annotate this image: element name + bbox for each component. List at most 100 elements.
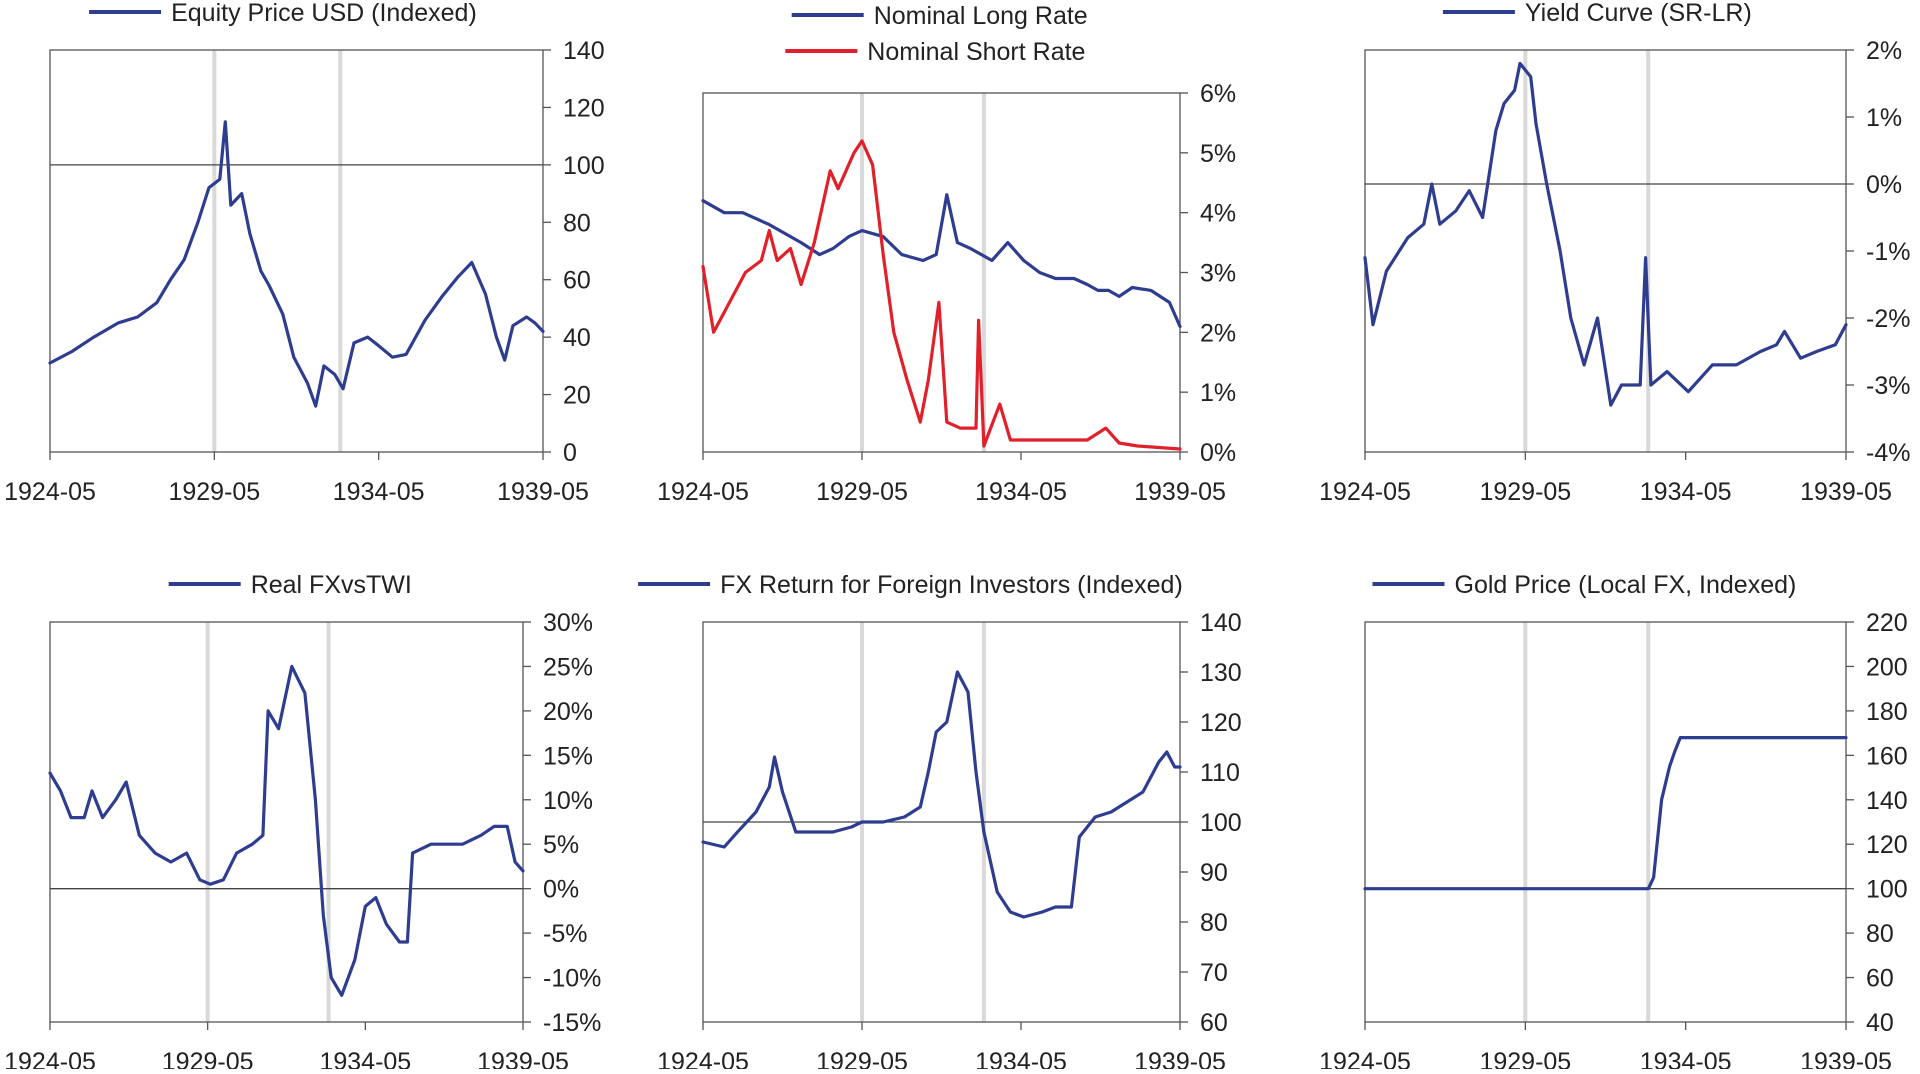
- x-tick-label: 1939-05: [477, 1048, 569, 1069]
- series-line-1: [48, 120, 545, 408]
- y-tick-label: 110: [1200, 759, 1240, 787]
- y-tick-label: 60: [563, 267, 591, 295]
- y-tick-label: 160: [1866, 742, 1908, 770]
- y-tick-label: 70: [1200, 959, 1228, 987]
- y-tick-label: 180: [1866, 698, 1908, 726]
- x-tick-label: 1934-05: [1640, 478, 1732, 506]
- y-tick-label: -2%: [1866, 305, 1910, 333]
- y-tick-label: 6%: [1200, 80, 1236, 108]
- y-tick-label: -3%: [1866, 372, 1910, 400]
- x-tick-label: 1929-05: [162, 1048, 254, 1069]
- y-tick-label: 200: [1866, 653, 1908, 681]
- plot-frame: [1364, 621, 1847, 1023]
- legend-label: Nominal Short Rate: [867, 38, 1085, 66]
- x-tick-label: 1924-05: [657, 478, 749, 506]
- legend-label: Real FXvsTWI: [251, 571, 412, 599]
- chart-panel-fx: -15% -10% -5% 0% 5% 10% 15% 20% 25% 30% 1924-05 192…: [4, 571, 601, 1074]
- x-tick-label: 1934-05: [1640, 1048, 1732, 1069]
- x-tick-label: 1934-05: [975, 478, 1067, 506]
- y-tick-label: 10%: [543, 787, 593, 815]
- y-tick-label: 20: [563, 382, 591, 410]
- x-tick-label: 1924-05: [4, 1048, 96, 1069]
- series-line-1: [1363, 736, 1848, 891]
- y-tick-label: 25%: [543, 653, 593, 681]
- series-line-1: [48, 664, 525, 997]
- y-tick-label: 3%: [1200, 260, 1236, 288]
- x-tick-label: 1929-05: [1479, 478, 1571, 506]
- y-tick-label: 140: [563, 37, 605, 65]
- y-tick-label: 40: [1866, 1009, 1894, 1037]
- y-tick-label: -5%: [543, 920, 587, 948]
- plot-frame: [1364, 49, 1847, 453]
- y-tick-label: -15%: [543, 1009, 601, 1037]
- y-tick-label: 20%: [543, 698, 593, 726]
- legend-label: Equity Price USD (Indexed): [171, 0, 477, 27]
- y-tick-label: 80: [1866, 920, 1894, 948]
- series-line-1: [701, 193, 1182, 328]
- x-tick-label: 1934-05: [975, 1048, 1067, 1069]
- y-tick-label: 1%: [1200, 379, 1236, 407]
- y-tick-label: 140: [1866, 787, 1908, 815]
- plot-frame: [49, 49, 544, 453]
- x-tick-label: 1929-05: [816, 1048, 908, 1069]
- y-tick-label: 40: [563, 324, 591, 352]
- y-tick-label: -10%: [543, 965, 601, 993]
- y-tick-label: 120: [1866, 831, 1908, 859]
- chart-panel-gold: 40 60 80 100 120 140 160 180 200 220 1924-05 1929-0…: [1319, 571, 1908, 1074]
- x-tick-label: 1939-05: [497, 478, 589, 506]
- y-tick-label: 100: [563, 152, 605, 180]
- y-tick-label: 100: [1866, 876, 1908, 904]
- y-tick-label: 15%: [543, 742, 593, 770]
- y-tick-label: 120: [563, 94, 605, 122]
- x-tick-label: 1939-05: [1134, 1048, 1226, 1069]
- legend-label: Gold Price (Local FX, Indexed): [1455, 571, 1797, 599]
- x-tick-label: 1939-05: [1800, 478, 1892, 506]
- plot-frame: [49, 621, 524, 1023]
- chart-panel-fx-return: 60 70 80 90 100 110 120 130 140 1924-05 1929-05 193…: [638, 571, 1242, 1074]
- series-line-1: [1363, 61, 1848, 407]
- y-tick-label: 0%: [543, 876, 579, 904]
- y-tick-label: 140: [1200, 609, 1242, 637]
- legend-label: FX Return for Foreign Investors (Indexed…: [720, 571, 1183, 599]
- series-line-2: [701, 139, 1182, 451]
- y-tick-label: 60: [1866, 965, 1894, 993]
- y-tick-label: 0: [563, 439, 577, 467]
- y-tick-label: -4%: [1866, 439, 1910, 467]
- y-tick-label: 2%: [1200, 319, 1236, 347]
- y-tick-label: 100: [1200, 809, 1242, 837]
- x-tick-label: 1939-05: [1134, 478, 1226, 506]
- y-tick-label: 80: [563, 209, 591, 237]
- y-tick-label: 4%: [1200, 200, 1236, 228]
- legend-label: Yield Curve (SR-LR): [1525, 0, 1752, 27]
- y-tick-label: 1%: [1866, 104, 1902, 132]
- series-line-1: [701, 670, 1182, 919]
- x-tick-label: 1924-05: [657, 1048, 749, 1069]
- y-tick-label: 0%: [1866, 171, 1902, 199]
- y-tick-label: 0%: [1200, 439, 1236, 467]
- plot-frame: [702, 92, 1181, 453]
- x-tick-label: 1934-05: [319, 1048, 411, 1069]
- x-tick-label: 1924-05: [1319, 478, 1411, 506]
- y-tick-label: 90: [1200, 859, 1228, 887]
- x-tick-label: 1924-05: [4, 478, 96, 506]
- legend-label: Nominal Long Rate: [874, 2, 1088, 30]
- x-tick-label: 1929-05: [816, 478, 908, 506]
- y-tick-label: 80: [1200, 909, 1228, 937]
- y-tick-label: 120: [1200, 709, 1242, 737]
- x-tick-label: 1934-05: [333, 478, 425, 506]
- x-tick-label: 1929-05: [1479, 1048, 1571, 1069]
- y-tick-label: 5%: [1200, 140, 1236, 168]
- y-tick-label: 5%: [543, 831, 579, 859]
- x-tick-label: 1939-05: [1800, 1048, 1892, 1069]
- y-tick-label: 220: [1866, 609, 1908, 637]
- chart-panel-yield: -4% -3% -2% -1% 0% 1% 2% 1924-05 1929-05 1934-05 1…: [1319, 0, 1910, 506]
- y-tick-label: 60: [1200, 1009, 1228, 1037]
- y-tick-label: -1%: [1866, 238, 1910, 266]
- x-tick-label: 1929-05: [168, 478, 260, 506]
- y-tick-label: 30%: [543, 609, 593, 637]
- x-tick-label: 1924-05: [1319, 1048, 1411, 1069]
- chart-panel-rates: 0% 1% 2% 3% 4% 5% 6% 1924-05 1929-05 1934-05 1939-…: [657, 2, 1236, 506]
- chart-panel-equity: 0 20 40 60 80 100 120 140 1924-05 1929-05 1934-05 1…: [4, 0, 605, 506]
